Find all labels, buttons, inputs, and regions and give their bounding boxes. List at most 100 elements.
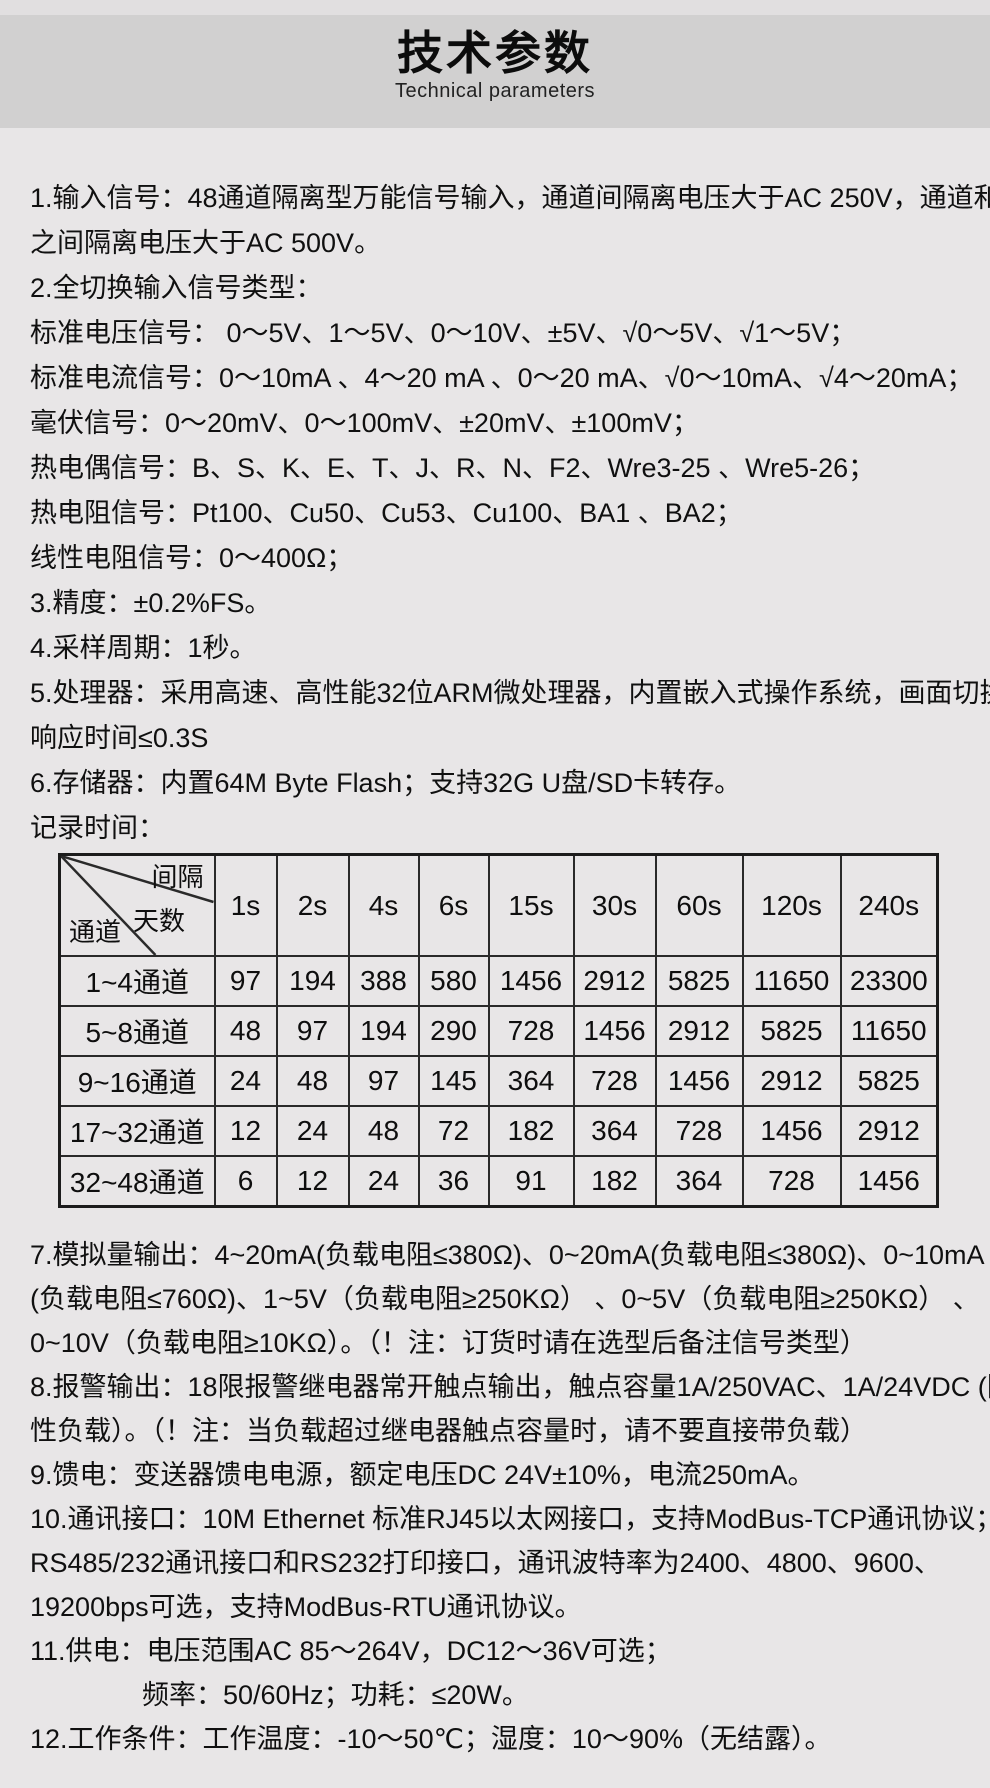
corner-label-days: 天数: [133, 906, 186, 936]
table-cell: 1456: [572, 1005, 657, 1057]
column-header: 15s: [487, 853, 575, 957]
column-header: 1s: [213, 853, 278, 957]
page-subtitle: Technical parameters: [394, 80, 596, 102]
table-cell: 364: [572, 1105, 657, 1157]
spec-line: 10.通讯接口：10M Ethernet 标准RJ45以太网接口，支持ModBu…: [30, 1504, 990, 1534]
table-cell: 182: [572, 1155, 657, 1208]
column-header: 30s: [572, 853, 657, 957]
row-label: 1~4通道: [58, 955, 216, 1007]
table-row: 5~8通道 48 97 194 290 728 1456 2912 5825 1…: [58, 1005, 939, 1057]
corner-label-channel: 通道: [69, 917, 122, 947]
table-cell: 36: [417, 1155, 490, 1208]
spec-line: 12.工作条件：工作温度：-10～50℃；湿度：10～90%（无结露）。: [30, 1724, 832, 1754]
table-cell: 6: [213, 1155, 278, 1208]
spec-line: 标准电流信号：0～10mA 、4～20 mA 、0～20 mA、√0～10mA、…: [30, 363, 974, 393]
spec-line: 线性电阻信号：0～400Ω；: [30, 543, 354, 573]
table-cell: 728: [741, 1155, 842, 1208]
column-header: 4s: [347, 853, 420, 957]
table-cell: 97: [347, 1055, 420, 1107]
spec-line: 9.馈电：变送器馈电电源，额定电压DC 24V±10%，电流250mA。: [30, 1460, 815, 1490]
spec-line: 19200bps可选，支持ModBus-RTU通讯协议。: [30, 1592, 582, 1622]
table-cell: 1456: [741, 1105, 842, 1157]
table-cell: 145: [417, 1055, 490, 1107]
spec-line: 性负载）。（！注：当负载超过继电器触点容量时，请不要直接带负载）: [30, 1416, 867, 1446]
table-cell: 91: [487, 1155, 575, 1208]
spec-line: 之间隔离电压大于AC 500V。: [30, 228, 382, 258]
table-cell: 24: [213, 1055, 278, 1107]
spec-line: 标准电压信号： 0～5V、1～5V、0～10V、±5V、√0～5V、√1～5V；: [30, 318, 857, 348]
spec-list: 1.输入信号：48通道隔离型万能信号输入，通道间隔离电压大于AC 250V，通道…: [0, 176, 990, 1208]
column-header: 60s: [654, 853, 744, 957]
table-row: 1~4通道 97 194 388 580 1456 2912 5825 1165…: [58, 955, 939, 1007]
table-cell: 728: [572, 1055, 657, 1107]
table-cell: 5825: [839, 1055, 939, 1107]
table-cell: 290: [417, 1005, 490, 1057]
row-label: 5~8通道: [58, 1005, 216, 1057]
record-time-table: 间隔 天数 通道 1s 2s 4s 6s 15s 30s 60s 120s 24…: [58, 853, 939, 1208]
table-cell: 24: [347, 1155, 420, 1208]
table-row: 17~32通道 12 24 48 72 182 364 728 1456 291…: [58, 1105, 939, 1157]
table-cell: 580: [417, 955, 490, 1007]
table-cell: 194: [275, 955, 350, 1007]
spec-line: 3.精度：±0.2%FS。: [30, 588, 272, 618]
row-label: 17~32通道: [58, 1105, 216, 1157]
table-header-row: 间隔 天数 通道 1s 2s 4s 6s 15s 30s 60s 120s 24…: [58, 853, 939, 957]
spec-line: 热电偶信号：B、S、K、E、T、J、R、N、F2、Wre3-25 、Wre5-2…: [30, 453, 876, 483]
table-cell: 48: [347, 1105, 420, 1157]
table-cell: 364: [654, 1155, 744, 1208]
table-cell: 2912: [572, 955, 657, 1007]
table-cell: 182: [487, 1105, 575, 1157]
column-header: 2s: [275, 853, 350, 957]
spec-line: 1.输入信号：48通道隔离型万能信号输入，通道间隔离电压大于AC 250V，通道…: [30, 183, 990, 213]
table-cell: 2912: [839, 1105, 939, 1157]
title-band: 技术参数 Technical parameters: [0, 15, 990, 128]
row-label: 9~16通道: [58, 1055, 216, 1107]
spec-line: RS485/232通讯接口和RS232打印接口，通讯波特率为2400、4800、…: [30, 1548, 941, 1578]
table-cell: 2912: [741, 1055, 842, 1107]
spec-line: 响应时间≤0.3S: [30, 723, 209, 753]
table-cell: 24: [275, 1105, 350, 1157]
table-cell: 72: [417, 1105, 490, 1157]
table-cell: 23300: [839, 955, 939, 1007]
diagonal-divider: [61, 856, 213, 955]
table-row: 9~16通道 24 48 97 145 364 728 1456 2912 58…: [58, 1055, 939, 1107]
column-header: 6s: [417, 853, 490, 957]
table-cell: 728: [654, 1105, 744, 1157]
table-cell: 12: [275, 1155, 350, 1208]
table-cell: 364: [487, 1055, 575, 1107]
table-cell: 97: [275, 1005, 350, 1057]
table-cell: 5825: [654, 955, 744, 1007]
page-title: 技术参数: [397, 27, 593, 79]
table-cell: 388: [347, 955, 420, 1007]
spec-list-lower: 7.模拟量输出：4~20mA(负载电阻≤380Ω)、0~20mA(负载电阻≤38…: [0, 1233, 990, 1761]
spec-line: 8.报警输出：18限报警继电器常开触点输出，触点容量1A/250VAC、1A/2…: [30, 1372, 990, 1402]
table-cell: 1456: [839, 1155, 939, 1208]
table-cell: 5825: [741, 1005, 842, 1057]
table-cell: 97: [213, 955, 278, 1007]
table-cell: 48: [213, 1005, 278, 1057]
table-cell: 728: [487, 1005, 575, 1057]
spec-line: 2.全切换输入信号类型：: [30, 273, 323, 303]
spec-line: 7.模拟量输出：4~20mA(负载电阻≤380Ω)、0~20mA(负载电阻≤38…: [30, 1240, 985, 1270]
spec-line: 0~10V（负载电阻≥10KΩ）。（！注：订货时请在选型后备注信号类型）: [30, 1328, 867, 1358]
column-header: 240s: [839, 853, 939, 957]
top-strip: [0, 0, 990, 15]
table-cell: 1456: [654, 1055, 744, 1107]
table-cell: 194: [347, 1005, 420, 1057]
spec-line: 热电阻信号：Pt100、Cu50、Cu53、Cu100、BA1 、BA2；: [30, 498, 743, 528]
spec-line: 4.采样周期：1秒。: [30, 633, 257, 663]
table-cell: 1456: [487, 955, 575, 1007]
spec-line: 6.存储器：内置64M Byte Flash；支持32G U盘/SD卡转存。: [30, 768, 742, 798]
spec-line: 记录时间：: [30, 813, 165, 843]
table-cell: 12: [213, 1105, 278, 1157]
column-header: 120s: [741, 853, 842, 957]
table-row: 32~48通道 6 12 24 36 91 182 364 728 1456: [58, 1155, 939, 1208]
spec-line: (负载电阻≤760Ω)、1~5V（负载电阻≥250KΩ） 、0~5V（负载电阻≥…: [30, 1284, 980, 1314]
table-corner-cell: 间隔 天数 通道: [58, 853, 216, 957]
spec-line: 毫伏信号：0～20mV、0～100mV、±20mV、±100mV；: [30, 408, 699, 438]
table-cell: 2912: [654, 1005, 744, 1057]
table-cell: 11650: [839, 1005, 939, 1057]
corner-label-interval: 间隔: [151, 862, 204, 892]
spec-line: 11.供电：电压范围AC 85～264V，DC12～36V可选；: [30, 1636, 672, 1666]
